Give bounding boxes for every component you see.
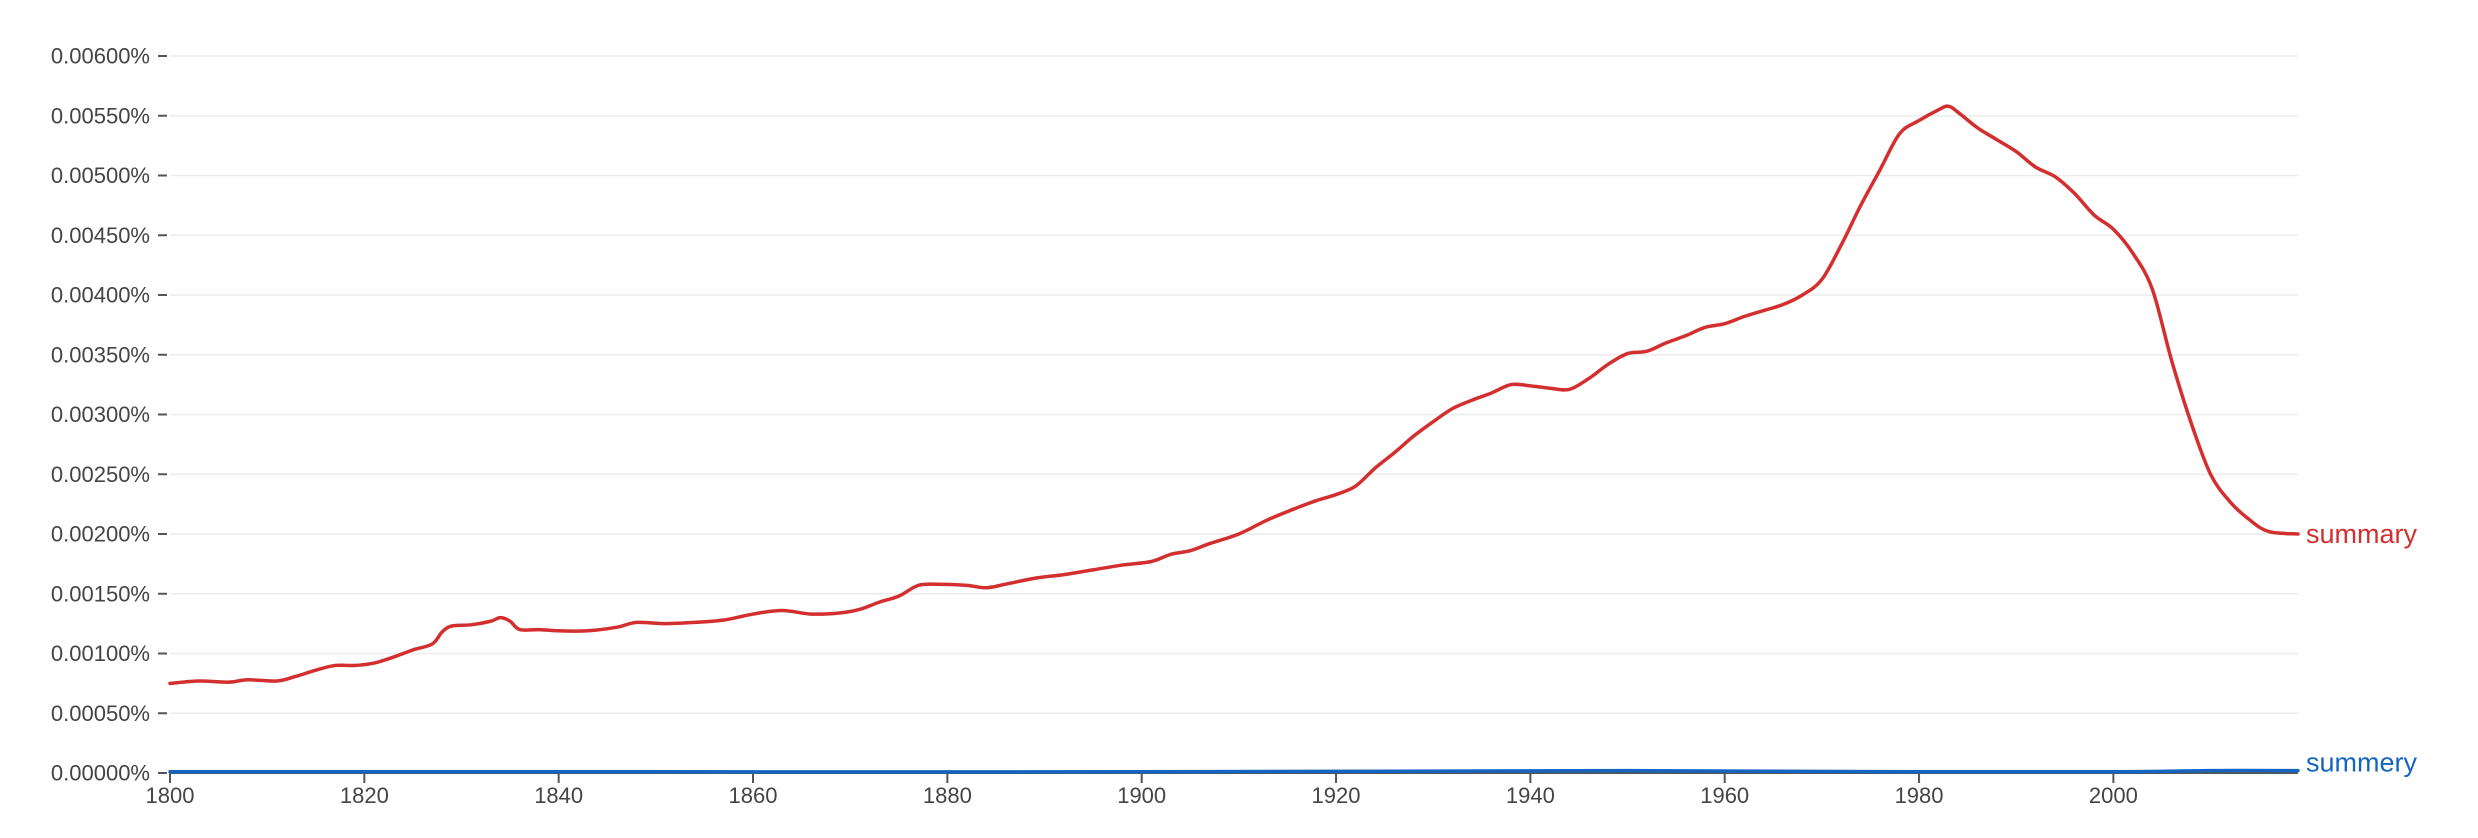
series-label-layer: summery summary [2306, 519, 2418, 778]
y-tick-label: 0.00500% [51, 163, 150, 188]
series-label-summery[interactable]: summery [2306, 748, 2418, 778]
x-tick-label: 1840 [534, 783, 583, 808]
series-layer [168, 104, 2300, 774]
x-tick-label: 2000 [2089, 783, 2138, 808]
x-tick-label: 1800 [146, 783, 195, 808]
series-line-summary[interactable] [168, 104, 2300, 686]
series-line-summery[interactable] [168, 768, 2300, 774]
y-tick-label: 0.00400% [51, 283, 150, 308]
x-tick-label: 1940 [1506, 783, 1555, 808]
y-tick-label: 0.00050% [51, 701, 150, 726]
x-tick-label: 1960 [1700, 783, 1749, 808]
x-tick-label: 1880 [923, 783, 972, 808]
x-tick-label: 1900 [1117, 783, 1166, 808]
y-tick-label: 0.00550% [51, 103, 150, 128]
y-tick-label: 0.00600% [51, 44, 150, 69]
x-tick-label: 1920 [1312, 783, 1361, 808]
y-tick-label: 0.00450% [51, 223, 150, 248]
y-tick-label: 0.00300% [51, 402, 150, 427]
y-tick-label: 0.00250% [51, 462, 150, 487]
x-tick-label: 1980 [1895, 783, 1944, 808]
x-tick-label: 1860 [729, 783, 778, 808]
series-label-summary[interactable]: summary [2306, 519, 2418, 549]
axis-layer: 0.00000% 0.00050% 0.00100% 0.00150% 0.00200%… [51, 44, 2298, 808]
grid-layer [170, 55, 2298, 714]
y-tick-label: 0.00350% [51, 342, 150, 367]
y-tick-label: 0.00200% [51, 522, 150, 547]
y-tick-label: 0.00150% [51, 581, 150, 606]
y-tick-label: 0.00000% [51, 761, 150, 786]
y-tick-label: 0.00100% [51, 641, 150, 666]
x-tick-label: 1820 [340, 783, 389, 808]
